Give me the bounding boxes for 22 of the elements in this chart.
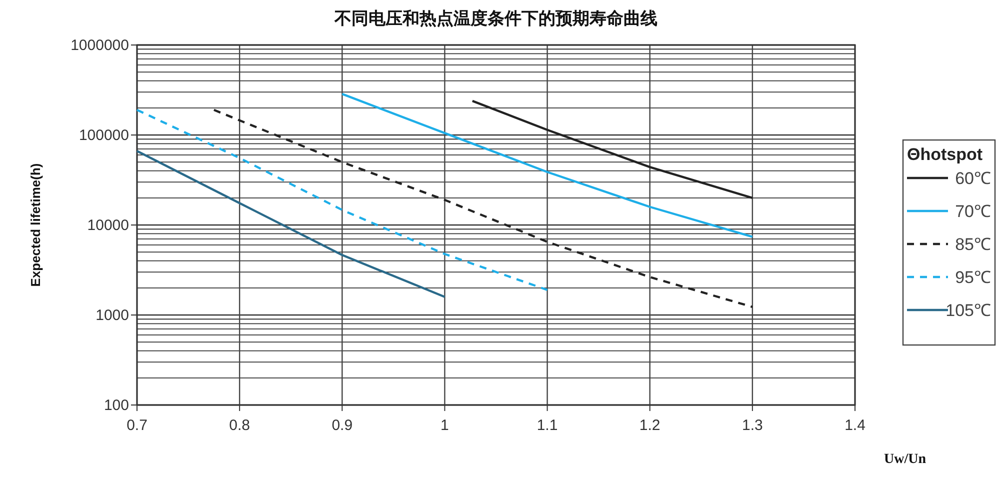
x-tick-label: 1 [440, 417, 449, 434]
legend-label: 85℃ [955, 235, 991, 254]
legend-label: 70℃ [955, 202, 991, 221]
legend-label: 105℃ [946, 301, 991, 320]
y-tick-label: 100000 [78, 127, 129, 144]
y-tick-label: 100 [104, 397, 129, 414]
chart-title: 不同电压和热点温度条件下的预期寿命曲线 [334, 9, 658, 28]
y-tick-label: 1000000 [70, 37, 129, 54]
x-tick-label: 1.1 [536, 417, 558, 434]
x-tick-label: 0.7 [126, 417, 148, 434]
x-tick-label: 0.8 [229, 417, 250, 434]
y-axis-title: Expected lifetime(h) [28, 163, 43, 287]
x-tick-label: 1.4 [844, 417, 866, 434]
x-axis-title: Uw/Un [884, 452, 926, 467]
legend-title: Θhotspot [907, 145, 983, 164]
x-tick-label: 1.2 [639, 417, 660, 434]
legend-label: 60℃ [955, 169, 991, 188]
x-tick-label: 0.9 [332, 417, 353, 434]
x-tick-label: 1.3 [742, 417, 763, 434]
y-tick-label: 10000 [87, 217, 129, 234]
legend-label: 95℃ [955, 268, 991, 287]
y-tick-label: 1000 [96, 307, 129, 324]
